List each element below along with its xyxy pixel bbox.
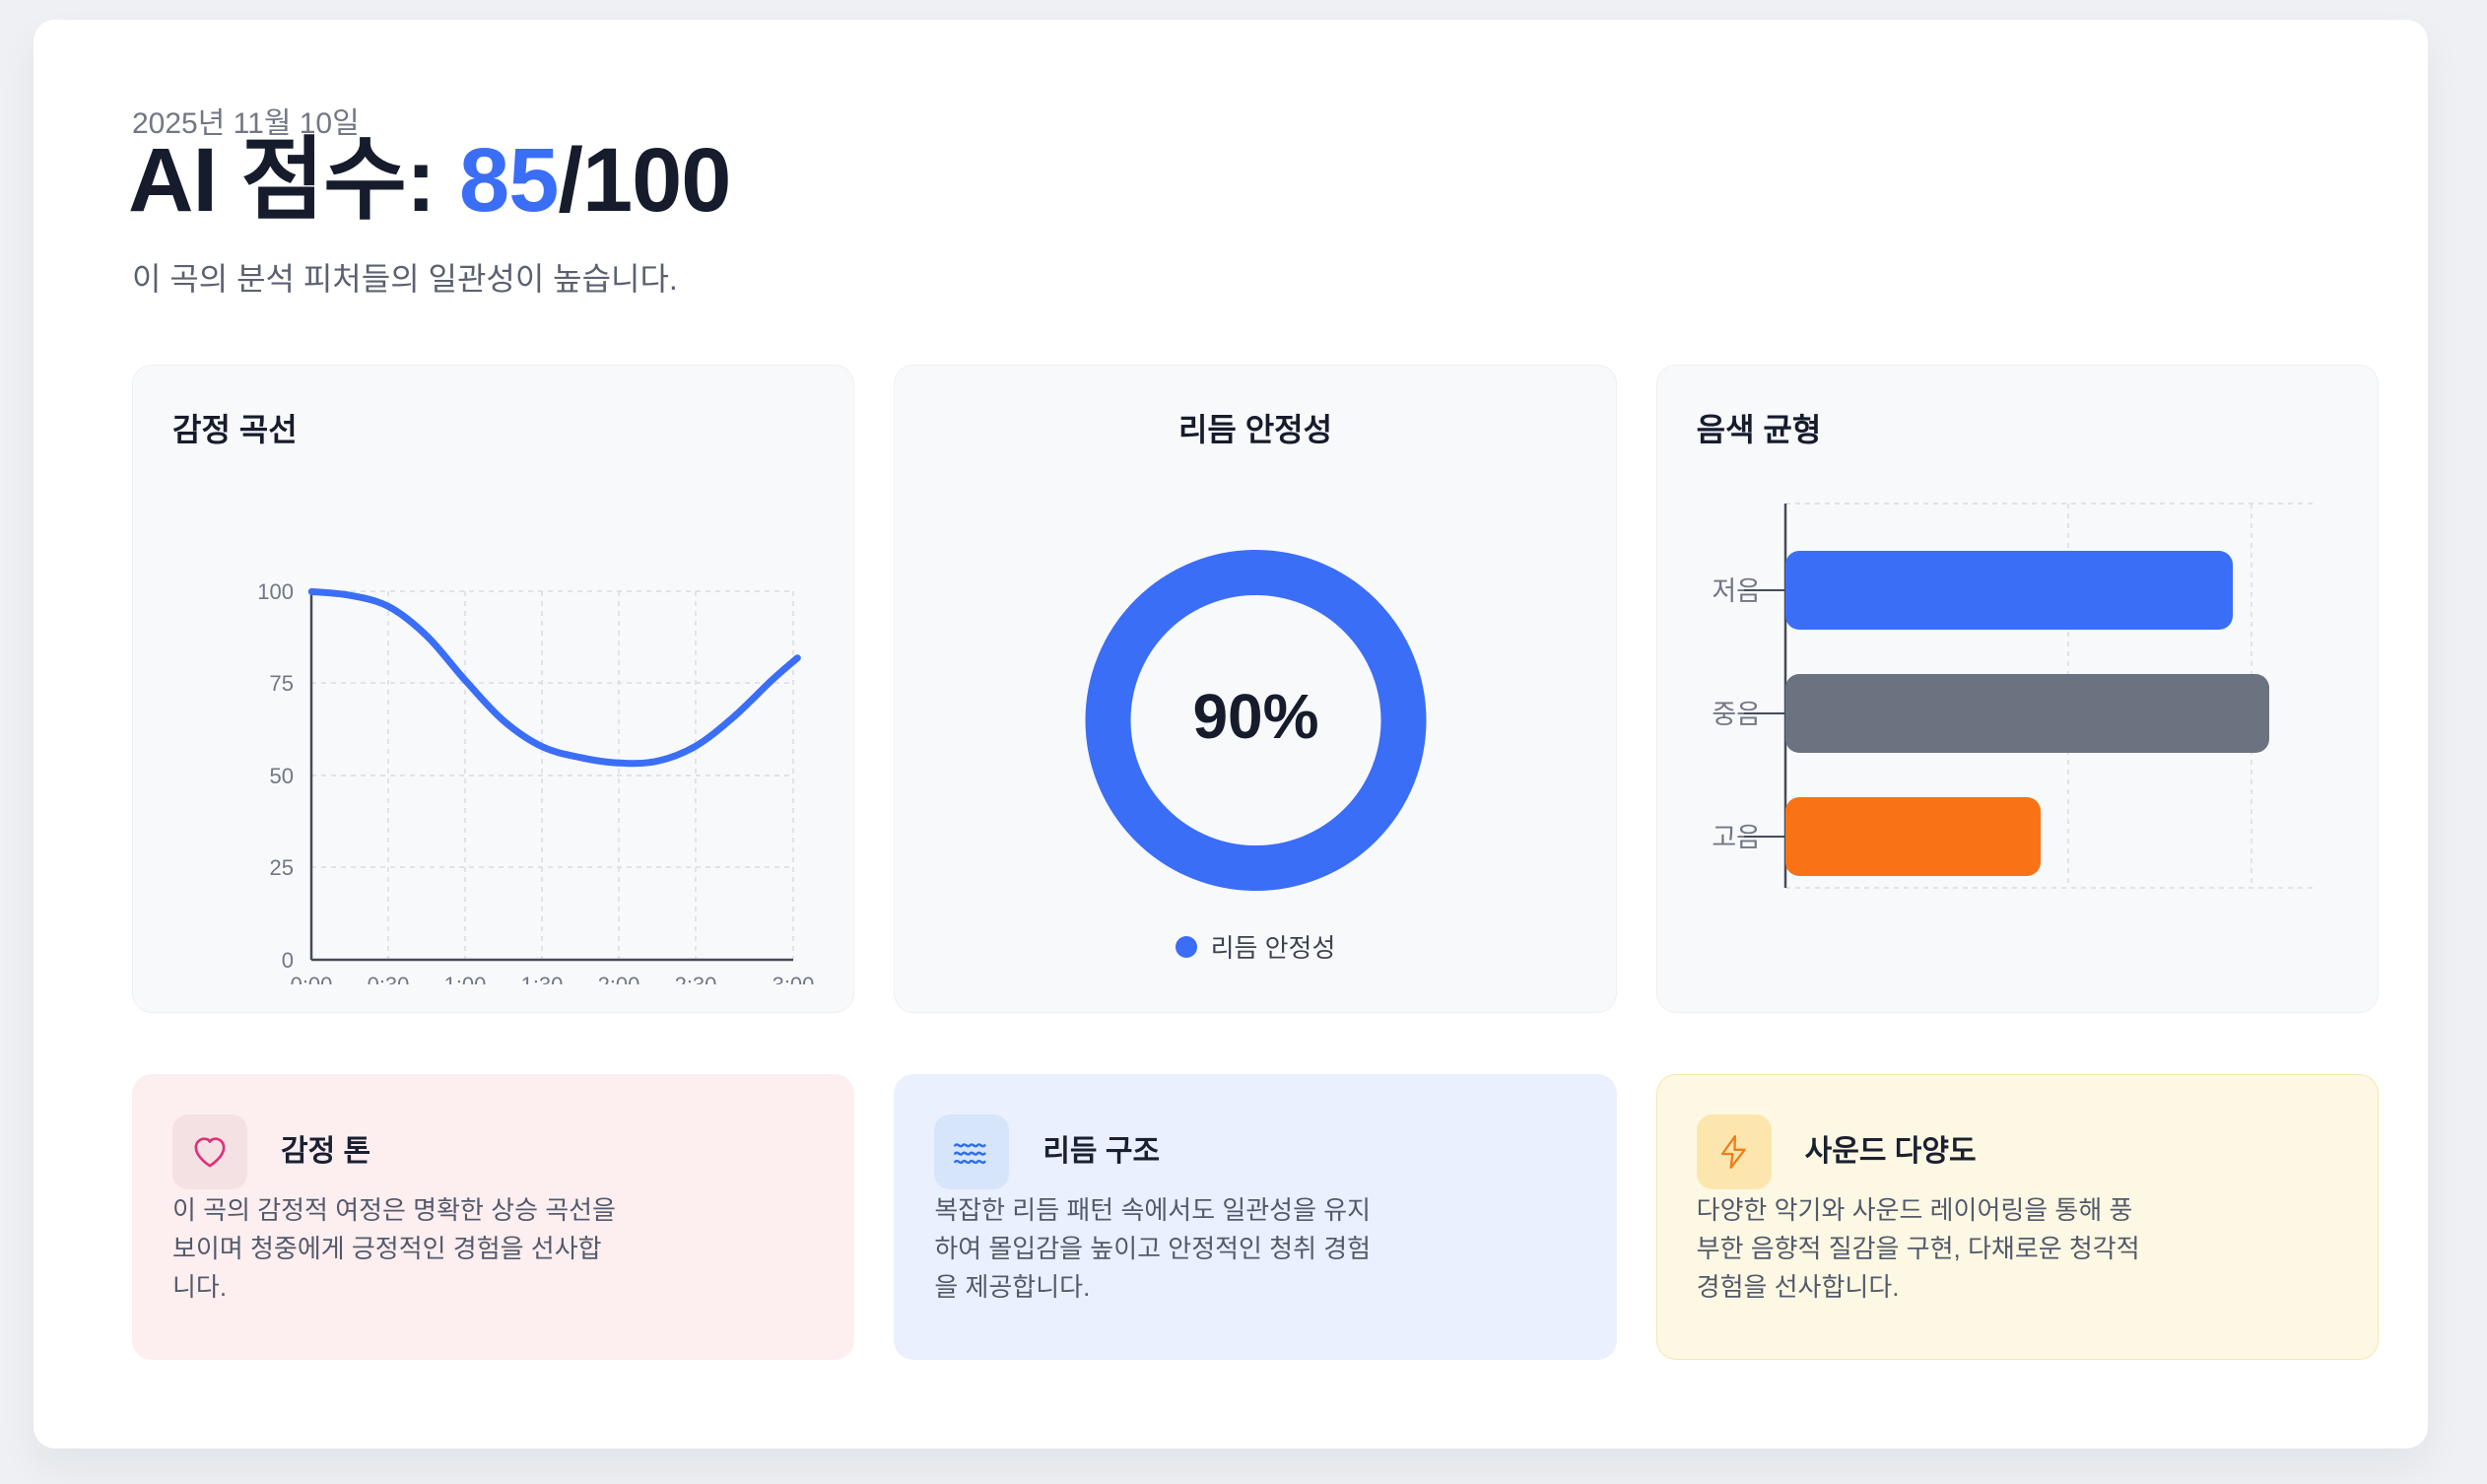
svg-text:25: 25 bbox=[270, 855, 294, 880]
svg-text:1:00: 1:00 bbox=[444, 973, 487, 984]
svg-text:2:30: 2:30 bbox=[675, 973, 717, 984]
svg-text:0:00: 0:00 bbox=[291, 973, 333, 984]
svg-text:1:30: 1:30 bbox=[521, 973, 564, 984]
svg-text:75: 75 bbox=[270, 671, 294, 696]
svg-text:100: 100 bbox=[257, 579, 294, 604]
svg-text:0:30: 0:30 bbox=[368, 973, 410, 984]
svg-text:50: 50 bbox=[270, 764, 294, 788]
svg-text:3:00: 3:00 bbox=[773, 973, 815, 984]
svg-text:0: 0 bbox=[282, 948, 294, 973]
svg-text:2:00: 2:00 bbox=[598, 973, 640, 984]
svg-text:90%: 90% bbox=[1193, 681, 1319, 752]
